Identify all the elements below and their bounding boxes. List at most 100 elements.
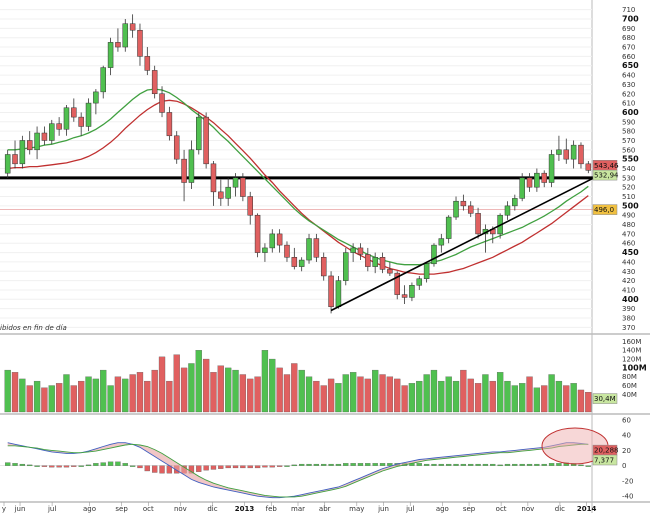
price-tick-label: 400: [622, 295, 639, 304]
candle-body: [19, 140, 26, 165]
candle-body: [122, 23, 129, 48]
candle-body: [409, 285, 415, 298]
macd-histogram-bar: [343, 463, 349, 466]
volume-bar: [519, 383, 526, 413]
volume-tick-label: 80M: [622, 373, 637, 381]
macd-histogram-bar: [12, 463, 18, 466]
month-label: 2014: [577, 505, 597, 513]
candle-body: [41, 132, 48, 141]
volume-bar: [276, 367, 283, 413]
candle-body: [298, 259, 305, 267]
volume-bar: [511, 385, 518, 413]
month-label: dic: [555, 505, 565, 513]
macd-histogram-bar: [232, 465, 239, 469]
volume-bar: [408, 383, 416, 413]
macd-histogram-bar: [115, 461, 121, 466]
macd-histogram-bar: [379, 463, 386, 466]
candle-body: [291, 257, 298, 267]
price-tick-label: 710: [622, 6, 635, 14]
month-label: jul: [405, 505, 414, 513]
volume-bar: [313, 380, 320, 413]
month-label: sep: [115, 505, 128, 513]
month-label: ago: [83, 505, 96, 513]
macd-histogram-bar: [78, 465, 84, 467]
volume-bar: [474, 383, 482, 413]
price-tick-label: 390: [622, 305, 635, 313]
candle-body: [306, 238, 312, 261]
volume-bar: [496, 372, 504, 413]
candle-body: [556, 149, 562, 155]
candle-body: [210, 163, 217, 193]
chart-note: ibidos en fin de día: [0, 324, 67, 332]
price-tick-label: 660: [622, 53, 635, 61]
macd-histogram-bar: [328, 463, 334, 466]
macd-histogram-bar: [203, 465, 209, 471]
macd-histogram-bar: [306, 463, 312, 466]
price-tick-label: 550: [622, 155, 639, 164]
macd-tick-label: 20: [622, 447, 631, 455]
macd-histogram-bar: [497, 464, 503, 467]
candle-body: [365, 254, 371, 267]
macd-histogram-bar: [144, 465, 150, 472]
volume-tick-label: 140M: [622, 347, 641, 355]
month-label: abr: [319, 505, 331, 513]
macd-tick-label: 0: [622, 462, 626, 470]
volume-bar: [555, 380, 563, 413]
macd-histogram-bar: [578, 464, 584, 467]
candle-body: [63, 107, 70, 130]
volume-bar: [85, 376, 92, 413]
candle-body: [107, 42, 114, 68]
candle-body: [254, 214, 261, 253]
macd-histogram-bar: [534, 463, 540, 466]
macd-badge-text: 20,288: [594, 447, 619, 455]
volume-bar: [460, 369, 467, 413]
month-label: 2013: [235, 505, 255, 513]
price-tick-label: 690: [622, 25, 635, 33]
candle-body: [93, 91, 99, 104]
month-label: jun: [377, 505, 389, 513]
candle-body: [328, 275, 334, 308]
volume-bar: [467, 378, 474, 413]
price-badge-text: 543,46: [594, 162, 619, 170]
volume-bar: [4, 369, 11, 413]
macd-histogram-bar: [254, 465, 261, 469]
volume-bar: [188, 363, 195, 413]
macd-histogram-bar: [262, 465, 268, 468]
candle-body: [563, 149, 570, 160]
candle-body: [475, 213, 481, 235]
candle-body: [78, 116, 84, 127]
volume-bar: [41, 387, 48, 413]
candle-body: [320, 257, 327, 277]
volume-bar: [48, 385, 55, 413]
macd-histogram-bar: [100, 462, 106, 466]
macd-histogram-bar: [387, 463, 393, 466]
price-badge-text: 532,94: [594, 172, 619, 180]
candle-body: [357, 247, 364, 255]
candle-body: [262, 247, 268, 253]
candle-body: [71, 107, 77, 118]
volume-bar: [357, 376, 364, 413]
volume-bar: [26, 385, 33, 413]
macd-histogram-bar: [34, 465, 40, 467]
candle-body: [12, 154, 18, 165]
candle-body: [438, 238, 445, 246]
price-tick-label: 440: [622, 258, 635, 266]
price-tick-label: 630: [622, 81, 635, 89]
candle-body: [247, 196, 253, 216]
macd-histogram-bar: [416, 463, 422, 466]
macd-histogram-bar: [453, 463, 459, 466]
candle-body: [504, 205, 511, 216]
volume-bar: [217, 365, 224, 413]
macd-histogram-bar: [247, 465, 253, 469]
candle-body: [269, 233, 276, 249]
volume-bar: [291, 363, 298, 413]
price-tick-label: 640: [622, 72, 635, 80]
candle-body: [445, 216, 452, 239]
volume-bar: [107, 385, 114, 413]
candle-body: [387, 269, 393, 274]
candle-body: [548, 154, 555, 183]
month-label: sep: [463, 505, 476, 513]
trendline: [330, 164, 619, 312]
ma-short-line: [7, 88, 589, 266]
